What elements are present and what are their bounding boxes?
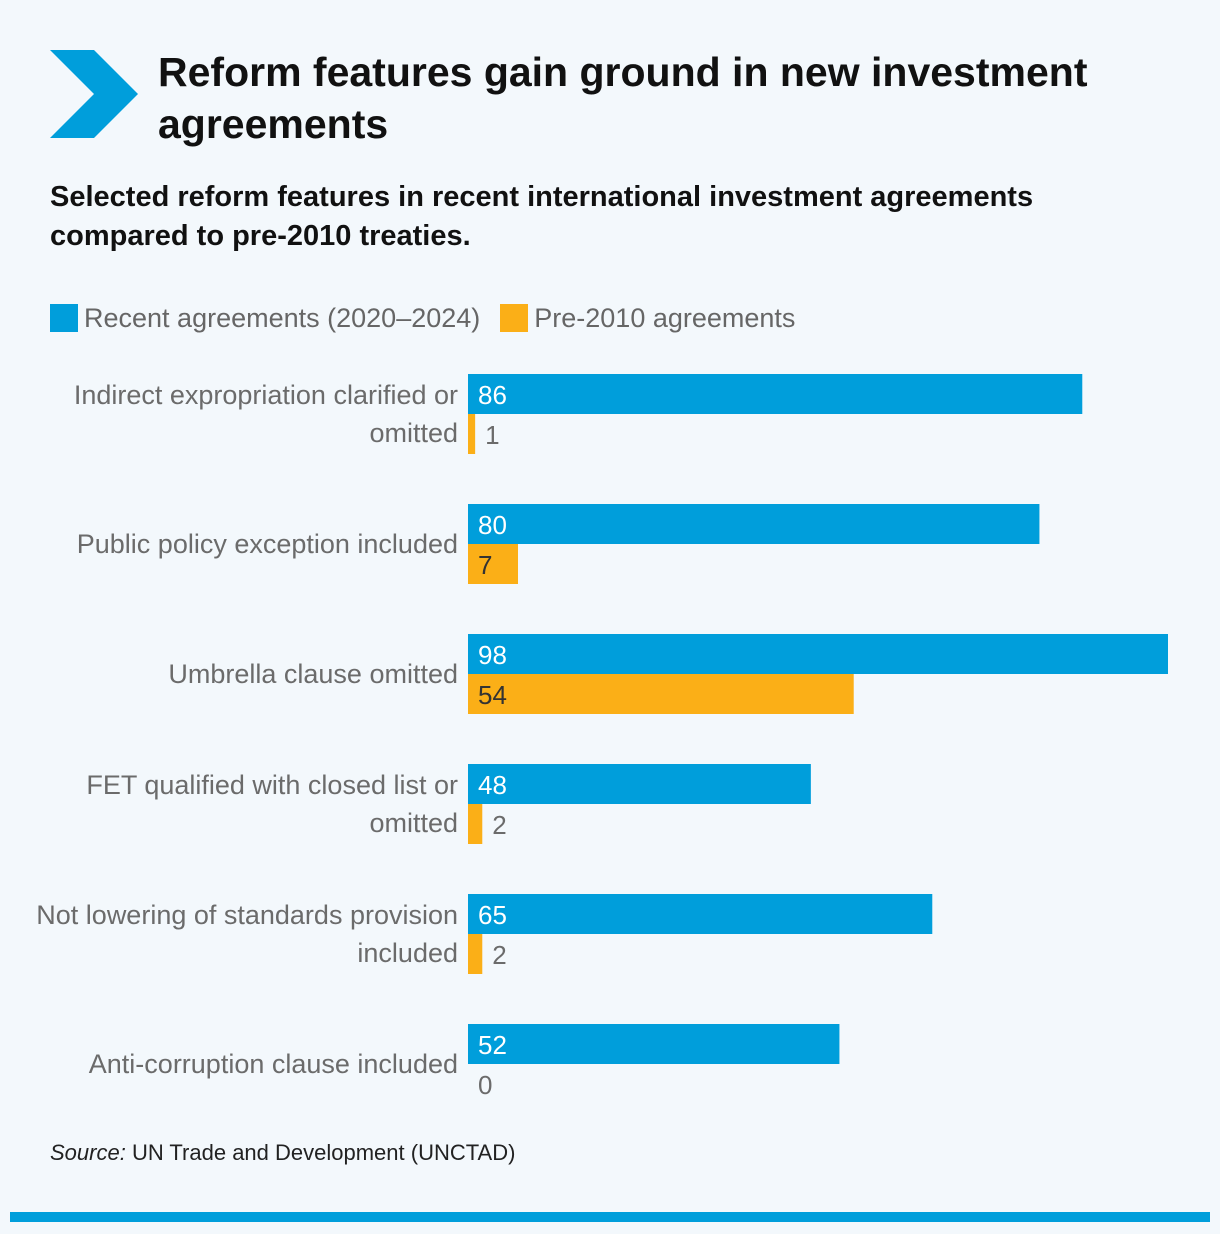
value-label-recent: 80 xyxy=(478,510,507,540)
legend-swatch-pre2010 xyxy=(500,304,529,332)
bar-pre2010 xyxy=(468,674,854,714)
category-label: Umbrella clause omitted xyxy=(168,659,458,689)
chevron-right-icon xyxy=(50,50,138,138)
source-text: UN Trade and Development (UNCTAD) xyxy=(125,1140,516,1165)
category-label: FET qualified with closed list or xyxy=(86,770,458,800)
value-label-recent: 65 xyxy=(478,900,507,930)
category-label: Indirect expropriation clarified or xyxy=(74,380,458,410)
category-label: included xyxy=(357,938,458,968)
source-note: Source: UN Trade and Development (UNCTAD… xyxy=(50,1140,515,1166)
category-label: omitted xyxy=(369,808,458,838)
value-label-pre2010: 2 xyxy=(492,940,506,970)
source-label: Source: xyxy=(50,1140,126,1165)
value-label-pre2010: 0 xyxy=(478,1070,492,1100)
value-label-recent: 86 xyxy=(478,380,507,410)
value-label-recent: 98 xyxy=(478,640,507,670)
bar-recent xyxy=(468,374,1083,414)
value-label-recent: 52 xyxy=(478,1030,507,1060)
legend-item-recent: Recent agreements (2020–2024) xyxy=(50,303,480,334)
legend-swatch-recent xyxy=(50,304,78,332)
legend: Recent agreements (2020–2024) Pre-2010 a… xyxy=(50,298,815,338)
bar-pre2010 xyxy=(468,544,518,584)
bar-recent xyxy=(468,504,1040,544)
legend-item-pre2010: Pre-2010 agreements xyxy=(500,303,795,334)
bar-recent xyxy=(468,634,1168,674)
value-label-pre2010: 7 xyxy=(478,550,492,580)
bar-recent xyxy=(468,894,933,934)
legend-label-recent: Recent agreements (2020–2024) xyxy=(84,302,481,333)
value-label-pre2010: 1 xyxy=(485,420,499,450)
bar-recent xyxy=(468,764,811,804)
value-label-recent: 48 xyxy=(478,770,507,800)
category-label: Not lowering of standards provision xyxy=(36,900,458,930)
value-label-pre2010: 2 xyxy=(492,810,506,840)
category-label: Anti-corruption clause included xyxy=(89,1049,458,1079)
bar-pre2010 xyxy=(468,934,483,974)
chart-subtitle: Selected reform features in recent inter… xyxy=(50,181,1034,252)
bottom-rule xyxy=(10,1212,1210,1222)
category-label: omitted xyxy=(369,418,458,448)
bar-pre2010 xyxy=(468,804,483,844)
bar-recent xyxy=(468,1024,840,1064)
category-label: Public policy exception included xyxy=(77,529,458,559)
bar-pre2010 xyxy=(468,414,476,454)
legend-label-pre2010: Pre-2010 agreements xyxy=(534,302,796,333)
chart-title: Reform features gain ground in new inves… xyxy=(158,49,1088,147)
value-label-pre2010: 54 xyxy=(478,680,507,710)
